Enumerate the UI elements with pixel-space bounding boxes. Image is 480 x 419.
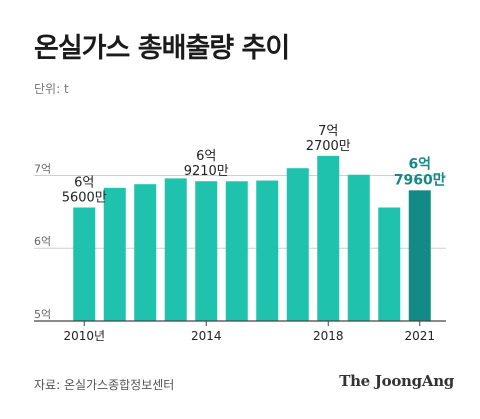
bar <box>347 174 370 321</box>
data-label: 7960만 <box>394 172 446 188</box>
bar <box>225 181 248 321</box>
bar <box>286 168 309 321</box>
data-label: 6억 <box>196 149 216 164</box>
y-tick-label: 6억 <box>34 235 51 248</box>
x-tick-label: 2010년 <box>63 329 105 343</box>
brand-logo: The JoongAng <box>339 372 454 390</box>
y-tick-label: 7억 <box>34 162 51 175</box>
source-label: 자료: 온실가스종합정보센터 <box>34 378 175 392</box>
y-tick-label: 5억 <box>34 308 51 321</box>
x-tick-label: 2014 <box>191 329 222 343</box>
data-label: 6억 <box>408 156 431 172</box>
bar <box>134 184 157 321</box>
bar <box>408 190 431 321</box>
data-label: 9210만 <box>184 164 229 179</box>
bar <box>164 178 187 321</box>
bar <box>378 207 401 321</box>
bar <box>103 187 126 321</box>
bar <box>317 155 340 321</box>
chart-title: 온실가스 총배출량 추이 <box>34 33 290 64</box>
unit-label: 단위: t <box>34 82 69 96</box>
x-tick-label: 2021 <box>404 329 435 343</box>
data-label: 5600만 <box>62 190 107 205</box>
data-label: 2700만 <box>306 139 351 154</box>
bar <box>195 181 218 321</box>
data-label: 6억 <box>74 175 94 190</box>
x-tick-label: 2018 <box>313 329 344 343</box>
bar <box>73 207 96 321</box>
data-label: 7억 <box>318 124 338 139</box>
bar <box>256 180 279 321</box>
